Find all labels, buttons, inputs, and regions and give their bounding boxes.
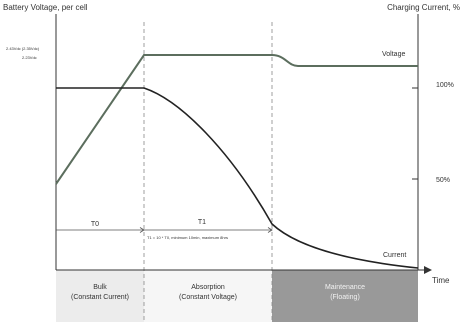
voltage-level-float: 2.23Vdc <box>22 55 37 60</box>
time-arrow-icon <box>424 266 432 274</box>
stage-bulk-mode: (Constant Current) <box>71 294 129 301</box>
stage-maintenance-mode: (Floating) <box>330 294 360 301</box>
t1-note: T1 = 10 * T0, minimum 10min, maximum 8hr… <box>147 235 228 240</box>
time-axis-label: Time <box>432 276 450 285</box>
voltage-curve <box>55 54 418 185</box>
voltage-level-high: 2.43Vdc (2.35Vdc) <box>6 46 40 51</box>
stage-absorption-name: Absorption <box>191 284 225 291</box>
stage-bulk-name: Bulk <box>93 284 107 291</box>
t1-label: T1 <box>198 219 206 226</box>
stage-band-maintenance <box>272 270 418 322</box>
tick-label-50: 50% <box>436 177 450 184</box>
stage-band-bulk <box>56 270 144 322</box>
t1-arrow-icon <box>267 227 273 233</box>
current-curve-label: Current <box>383 252 406 259</box>
stage-absorption-mode: (Constant Voltage) <box>179 294 237 301</box>
tick-label-100: 100% <box>436 82 454 89</box>
stage-maintenance-name: Maintenance <box>325 284 365 291</box>
left-axis-title: Battery Voltage, per cell <box>3 3 88 12</box>
right-axis-title: Charging Current, % <box>387 3 460 12</box>
stage-band-absorption <box>144 270 272 322</box>
current-curve <box>56 87 419 269</box>
t0-label: T0 <box>91 221 99 228</box>
voltage-curve-label: Voltage <box>382 51 405 58</box>
